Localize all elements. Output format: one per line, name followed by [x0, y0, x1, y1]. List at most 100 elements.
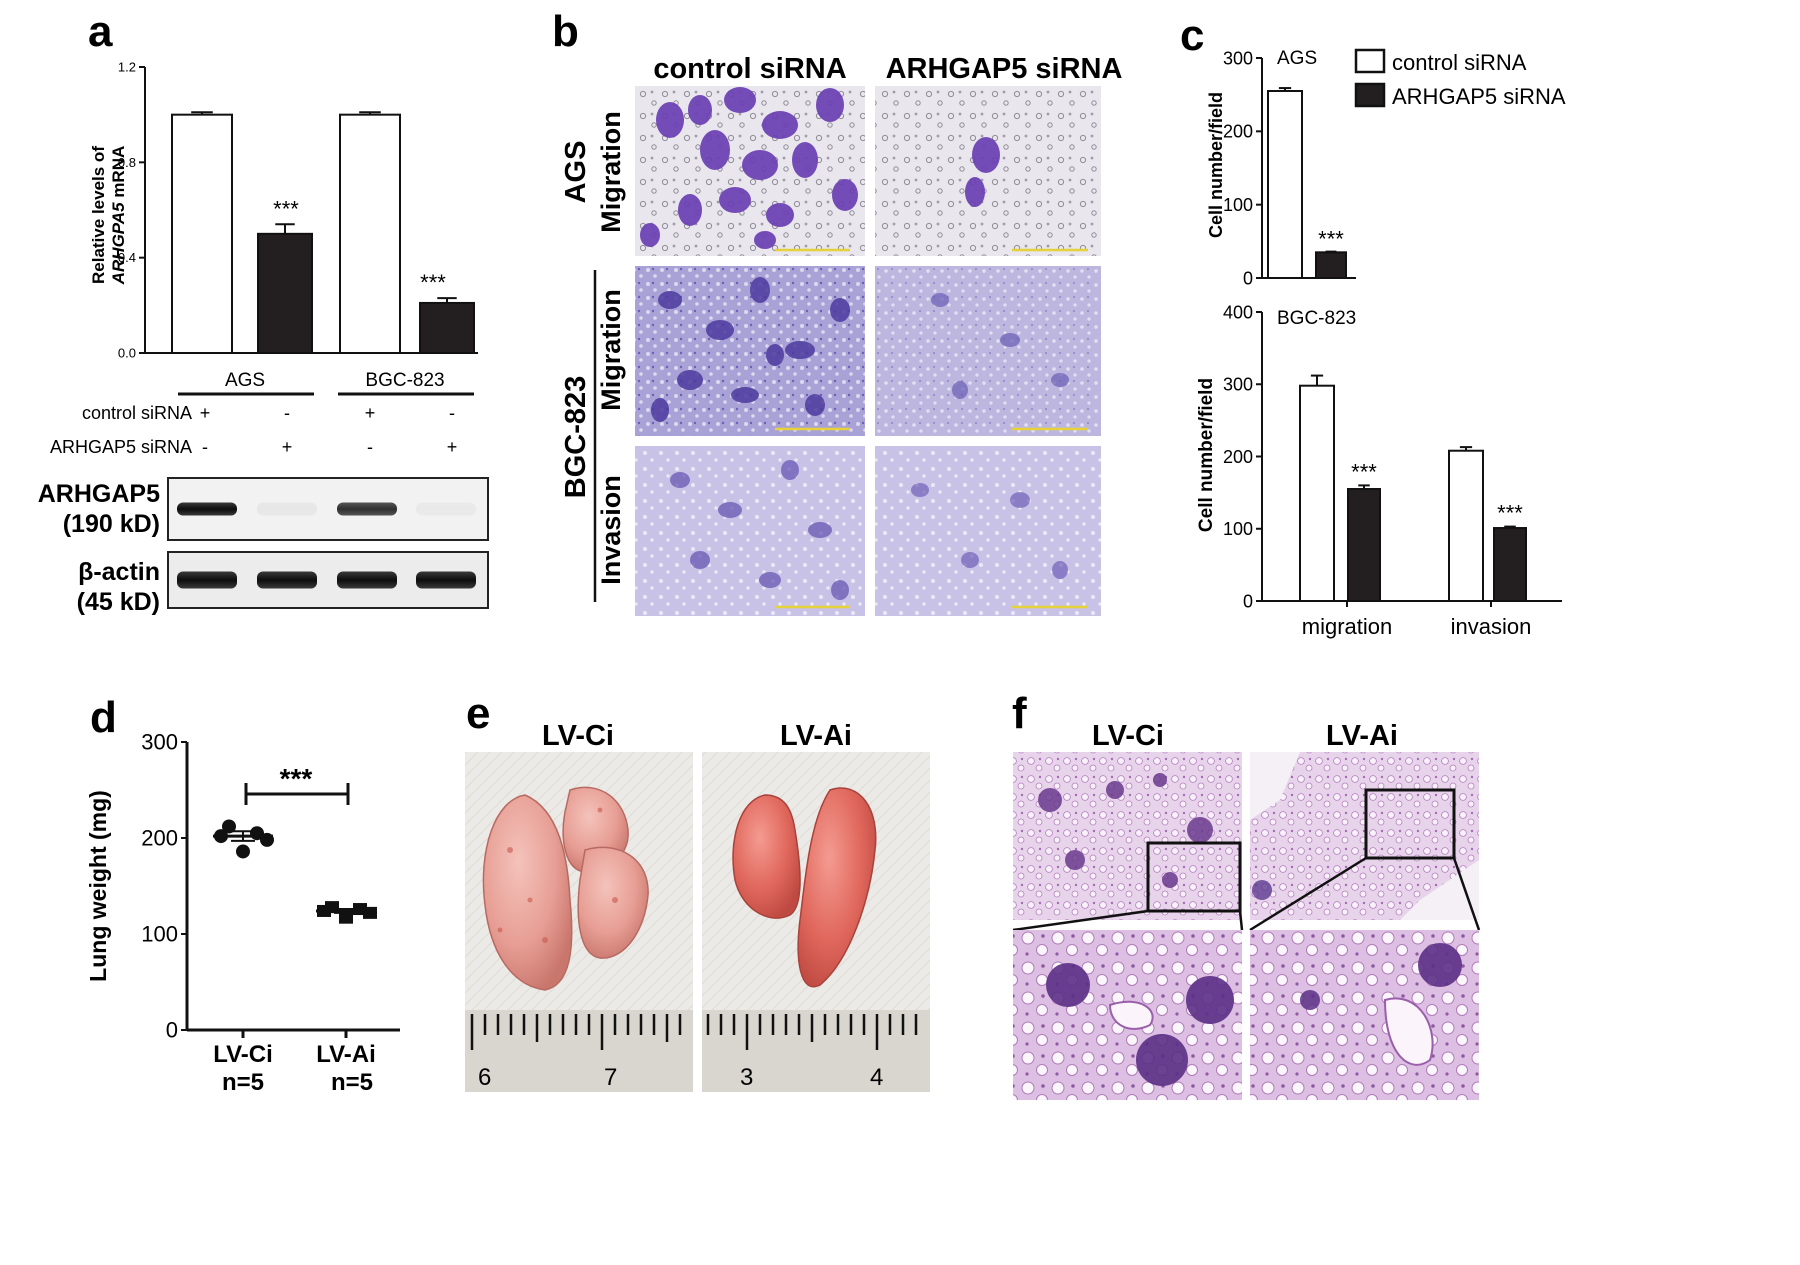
- ruler-number: 3: [740, 1064, 753, 1091]
- lung-photo-ai: 3 4: [702, 752, 930, 1092]
- y-tick-label: 300: [141, 730, 178, 755]
- blot-band: [257, 571, 317, 589]
- panel-a-row-label-knockdown: ARHGAP5 siRNA: [50, 437, 192, 457]
- blot-band: [416, 502, 476, 516]
- zoom-box-ci: [1146, 841, 1242, 913]
- panel-letter-b: b: [552, 7, 579, 56]
- figure-canvas: a Relative levels of ARHGPA5 mRNA 0.0 0.4…: [38, 7, 1566, 1100]
- blot-label-arhgap5-size: (190 kD): [63, 510, 160, 538]
- y-tick-label: 0.8: [118, 155, 136, 170]
- panel-c-top-bar-chart: 0 100 200 300: [1223, 48, 1356, 288]
- y-tick-label: 100: [1223, 195, 1253, 215]
- y-tick-label: 0: [1243, 591, 1253, 611]
- blot-band: [416, 571, 476, 589]
- panel-d-scatter-chart: 0 100 200 300: [141, 730, 400, 1043]
- panel-d-group-ci-n: n=5: [222, 1069, 264, 1096]
- panel-c-legend: control siRNA ARHGAP5 siRNA: [1354, 48, 1566, 109]
- blot-band: [337, 502, 397, 516]
- micrograph-bgc-invasion-control: [635, 446, 865, 616]
- panel-letter-c: c: [1180, 11, 1204, 60]
- panel-a-group-label-bgc: BGC-823: [365, 370, 444, 391]
- bar-control: [1299, 384, 1335, 602]
- zoom-box-ai: [1364, 788, 1456, 860]
- micrograph-bgc-invasion-knockdown: [875, 446, 1101, 616]
- blot-label-arhgap5: ARHGAP5: [38, 480, 160, 508]
- sign-cell: +: [447, 437, 458, 457]
- panel-d-ylabel: Lung weight (mg): [85, 790, 111, 982]
- panel-c-bottom-significance-invasion: ***: [1497, 501, 1523, 526]
- ruler-number: 6: [478, 1064, 491, 1091]
- panel-letter-f: f: [1012, 689, 1027, 738]
- panel-b-group-bgc: BGC-823: [560, 376, 592, 499]
- data-point: [236, 844, 250, 859]
- panel-f-label-ci: LV-Ci: [1092, 720, 1164, 752]
- panel-c-bottom-significance-migration: ***: [1351, 459, 1377, 484]
- panel-letter-a: a: [88, 7, 113, 56]
- y-tick-label: 0.4: [118, 250, 136, 265]
- micrograph-bgc-migration-control: [635, 266, 865, 436]
- bar-control: [1267, 90, 1303, 279]
- y-tick-label: 200: [141, 826, 178, 851]
- sign-cell: -: [449, 403, 455, 423]
- western-blot-bands: [177, 502, 476, 589]
- legend-label-control: control siRNA: [1392, 50, 1527, 75]
- panel-b-group-ags: AGS: [560, 141, 592, 204]
- ruler-number: 7: [604, 1064, 617, 1091]
- legend-label-knockdown: ARHGAP5 siRNA: [1392, 84, 1566, 109]
- sign-cell: +: [200, 403, 211, 423]
- bar-knockdown: [257, 232, 313, 354]
- blot-band: [177, 571, 237, 589]
- panel-c-bottom-ylabel: Cell number/field: [1196, 378, 1217, 532]
- y-tick-label: 100: [1223, 519, 1253, 539]
- histology-ci-zoom: [1013, 930, 1242, 1100]
- panel-a-ylabel-line1: Relative levels of: [89, 146, 108, 284]
- panel-d-sig-bracket: [244, 783, 350, 805]
- panel-a-significance-ags: ***: [273, 196, 299, 221]
- histology-ai-overview: [1250, 752, 1479, 920]
- panel-a-significance-bgc: ***: [420, 270, 446, 295]
- bar-knockdown: [419, 301, 475, 355]
- micrograph-ags-migration-knockdown: [875, 86, 1101, 256]
- lung-photo-ci: 6 7: [465, 752, 693, 1092]
- y-tick-label: 0: [166, 1018, 178, 1043]
- panel-a-ylabel: Relative levels of ARHGPA5 mRNA: [89, 146, 128, 286]
- data-point: [339, 911, 353, 924]
- panel-d-significance: ***: [280, 763, 313, 794]
- panel-c-bottom-title: BGC-823: [1277, 308, 1356, 329]
- bar-control: [171, 113, 233, 354]
- legend-swatch-control: [1354, 48, 1386, 74]
- panel-a-ylabel-gene: ARHGPA5: [109, 202, 128, 285]
- panel-a-sign-row-control: + - + -: [200, 403, 455, 423]
- panel-b-micrographs: [635, 86, 1101, 616]
- panel-e-label-ai: LV-Ai: [780, 720, 852, 752]
- y-tick-label: 200: [1223, 122, 1253, 142]
- panel-letter-e: e: [466, 689, 490, 738]
- panel-a-group-label-ags: AGS: [225, 370, 265, 391]
- panel-c-top-significance: ***: [1318, 226, 1344, 251]
- y-tick-label: 1.2: [118, 60, 136, 75]
- sign-cell: +: [365, 403, 376, 423]
- histology-ci-overview: [1013, 752, 1242, 920]
- panel-c-top-title: AGS: [1277, 48, 1317, 69]
- panel-a-bar-chart: 0.0 0.4 0.8 1.2: [118, 60, 478, 361]
- panel-b-col-header-knockdown: ARHGAP5 siRNA: [886, 53, 1123, 85]
- micrograph-ags-migration-control: [635, 86, 865, 256]
- bar-knockdown: [1493, 527, 1527, 603]
- ruler-number: 4: [870, 1064, 883, 1091]
- blot-label-actin-size: (45 kD): [77, 588, 160, 616]
- panel-d-group-ci: LV-Ci: [213, 1041, 273, 1068]
- panel-b-row-label-invasion-bgc: Invasion: [596, 475, 626, 585]
- panel-a-sign-row-knockdown: - + - +: [202, 437, 457, 457]
- y-tick-label: 400: [1223, 302, 1253, 322]
- histology-ai-zoom: [1250, 930, 1479, 1100]
- zoom-connector-lines: [1012, 856, 1481, 932]
- panel-b-row-label-migration-bgc: Migration: [596, 289, 626, 411]
- x-tick-label: migration: [1302, 614, 1392, 639]
- panel-c-top-ylabel: Cell number/field: [1206, 92, 1226, 238]
- blot-band: [337, 571, 397, 589]
- sign-cell: -: [202, 437, 208, 457]
- y-tick-label: 100: [141, 922, 178, 947]
- data-point: [222, 819, 236, 834]
- bar-control: [339, 113, 401, 354]
- panel-letter-d: d: [90, 693, 117, 742]
